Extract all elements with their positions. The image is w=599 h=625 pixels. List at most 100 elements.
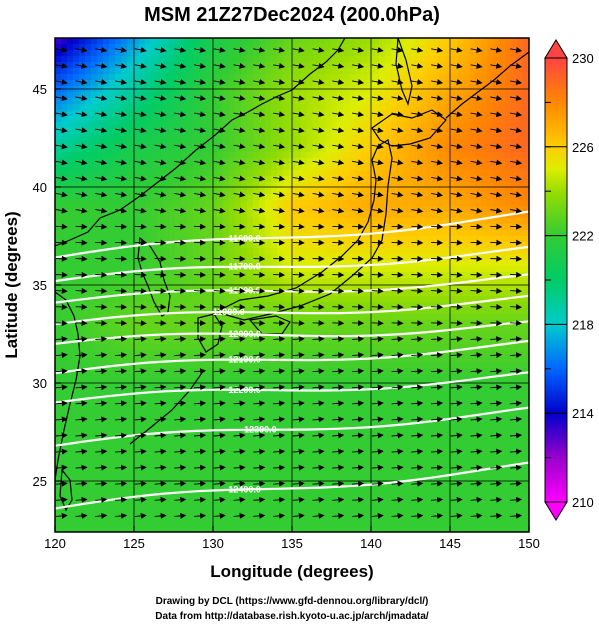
heatmap-cell (217, 158, 224, 165)
heatmap-cell (469, 146, 476, 153)
heatmap-cell (211, 404, 218, 411)
heatmap-cell (271, 74, 278, 81)
heatmap-cell (433, 410, 440, 417)
heatmap-cell (523, 74, 529, 81)
heatmap-cell (487, 368, 494, 375)
heatmap-cell (259, 62, 266, 69)
heatmap-cell (319, 236, 326, 243)
heatmap-cell (349, 254, 356, 261)
heatmap-cell (265, 392, 272, 399)
heatmap-cell (73, 404, 80, 411)
heatmap-cell (505, 356, 512, 363)
heatmap-cell (79, 356, 86, 363)
heatmap-cell (175, 362, 182, 369)
heatmap-cell (205, 104, 212, 111)
heatmap-cell (367, 272, 374, 279)
heatmap-cell (271, 284, 278, 291)
heatmap-cell (283, 170, 290, 177)
heatmap-cell (313, 182, 320, 189)
heatmap-cell (361, 398, 368, 405)
heatmap-cell (481, 56, 488, 63)
heatmap-cell (313, 374, 320, 381)
heatmap-cell (175, 158, 182, 165)
heatmap-cell (367, 320, 374, 327)
heatmap-cell (499, 170, 506, 177)
heatmap-cell (307, 56, 314, 63)
heatmap-cell (439, 56, 446, 63)
heatmap-cell (211, 104, 218, 111)
heatmap-cell (235, 128, 242, 135)
heatmap-cell (133, 296, 140, 303)
heatmap-cell (223, 176, 230, 183)
heatmap-cell (373, 410, 380, 417)
heatmap-cell (469, 56, 476, 63)
heatmap-cell (103, 254, 110, 261)
heatmap-cell (367, 134, 374, 141)
heatmap-cell (97, 152, 104, 159)
heatmap-cell (391, 404, 398, 411)
heatmap-cell (301, 92, 308, 99)
heatmap-cell (295, 248, 302, 255)
heatmap-cell (247, 290, 254, 297)
heatmap-cell (361, 56, 368, 63)
heatmap-cell (325, 404, 332, 411)
heatmap-cell (511, 146, 518, 153)
heatmap-cell (367, 350, 374, 357)
heatmap-cell (355, 260, 362, 267)
heatmap-cell (445, 356, 452, 363)
heatmap-cell (403, 122, 410, 129)
heatmap-cell (379, 296, 386, 303)
heatmap-cell (391, 140, 398, 147)
heatmap-cell (283, 398, 290, 405)
heatmap-cell (85, 266, 92, 273)
heatmap-cell (109, 404, 116, 411)
heatmap-cell (61, 260, 68, 267)
heatmap-cell (163, 344, 170, 351)
heatmap-cell (313, 128, 320, 135)
heatmap-cell (259, 98, 266, 105)
heatmap-cell (253, 326, 260, 333)
heatmap-cell (475, 134, 482, 141)
heatmap-cell (115, 206, 122, 213)
heatmap-cell (409, 260, 416, 267)
heatmap-cell (55, 344, 62, 351)
heatmap-cell (235, 326, 242, 333)
heatmap-cell (391, 164, 398, 171)
heatmap-cell (85, 80, 92, 87)
heatmap-cell (67, 284, 74, 291)
heatmap-cell (211, 272, 218, 279)
heatmap-cell (253, 56, 260, 63)
heatmap-cell (121, 62, 128, 69)
heatmap-cell (151, 212, 158, 219)
heatmap-cell (385, 278, 392, 285)
heatmap-cell (379, 350, 386, 357)
heatmap-cell (343, 296, 350, 303)
heatmap-cell (103, 218, 110, 225)
heatmap-cell (307, 80, 314, 87)
heatmap-cell (271, 218, 278, 225)
heatmap-cell (457, 92, 464, 99)
heatmap-cell (331, 326, 338, 333)
heatmap-cell (469, 164, 476, 171)
heatmap-cell (79, 164, 86, 171)
heatmap-cell (295, 254, 302, 261)
heatmap-cell (469, 260, 476, 267)
heatmap-cell (517, 404, 524, 411)
heatmap-cell (379, 134, 386, 141)
heatmap-cell (127, 386, 134, 393)
heatmap-cell (199, 164, 206, 171)
heatmap-cell (349, 296, 356, 303)
heatmap-cell (331, 188, 338, 195)
heatmap-cell (301, 314, 308, 321)
heatmap-cell (379, 68, 386, 75)
heatmap-cell (373, 404, 380, 411)
heatmap-cell (355, 254, 362, 261)
heatmap-cell (481, 308, 488, 315)
heatmap-cell (457, 356, 464, 363)
heatmap-cell (325, 140, 332, 147)
heatmap-cell (433, 182, 440, 189)
heatmap-cell (121, 212, 128, 219)
heatmap-cell (253, 80, 260, 87)
heatmap-cell (457, 362, 464, 369)
heatmap-cell (169, 98, 176, 105)
